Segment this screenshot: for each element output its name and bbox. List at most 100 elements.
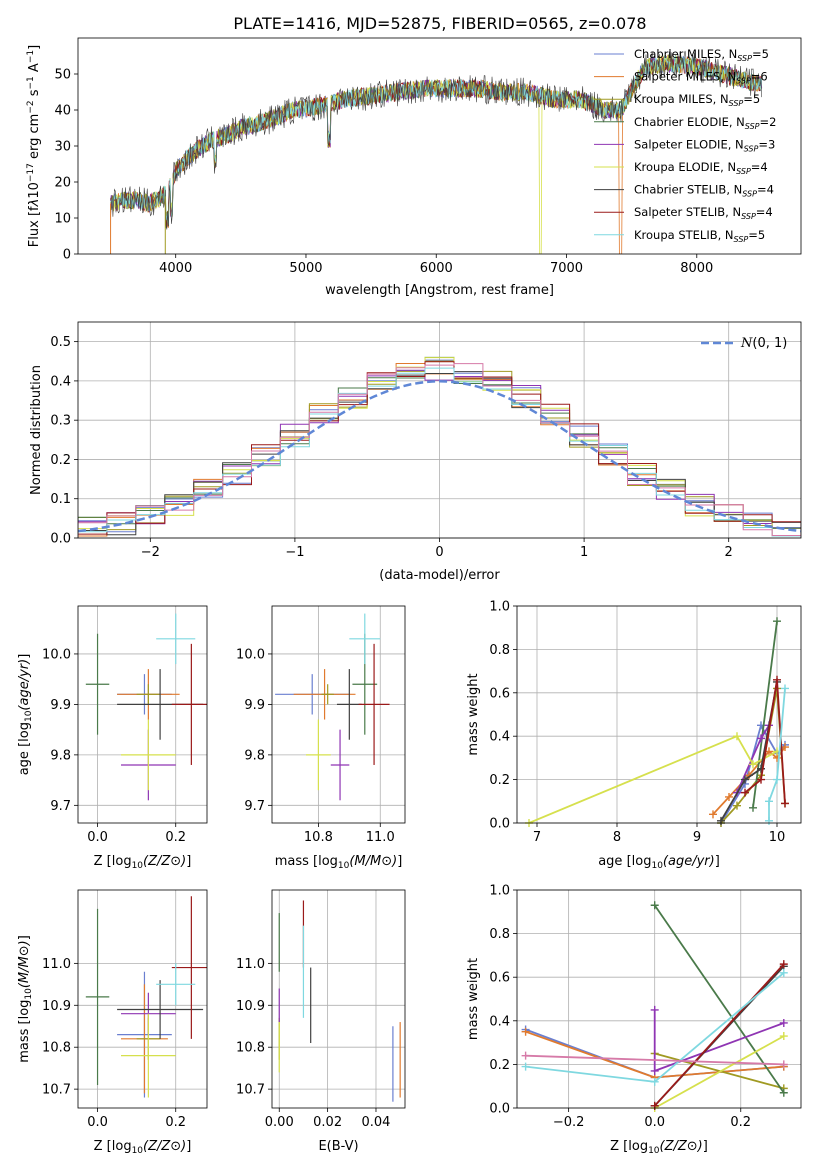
y-tick-label: 10.9 [42, 999, 71, 1014]
y-tick-label: 0.5 [50, 335, 71, 350]
label-part: (Z/Z⊙) [660, 1139, 703, 1154]
y-tick-label: 10.9 [236, 999, 265, 1014]
legend-text: =5 [752, 47, 769, 61]
weight-marker-series-1 [781, 743, 789, 752]
legend-text: =4 [751, 160, 768, 174]
legend-sub: SSP [741, 212, 756, 221]
x-tick-label: 0 [435, 545, 443, 560]
y-tick-label: 50 [54, 68, 71, 83]
label-sub: 10 [132, 861, 144, 871]
legend-entry-series-2: Kroupa MILES, NSSP=5 [634, 92, 760, 108]
x-tick-label: 9 [693, 830, 701, 845]
weight-marker-series-3 [650, 901, 659, 910]
axis-label: E(B-V) [318, 1139, 358, 1154]
label-sub: 10 [648, 1146, 660, 1156]
axis-label: Z [log10(Z/Z⊙)] [94, 1139, 192, 1156]
legend-text: =5 [743, 92, 760, 106]
x-tick-label: −2 [141, 545, 160, 560]
label-part: Flux [f [27, 206, 42, 247]
x-tick-label: 0.2 [730, 1115, 751, 1130]
label-part: ] [17, 654, 32, 659]
legend-text: Kroupa ELODIE, N [634, 160, 736, 174]
x-tick-label: 0.2 [165, 1115, 186, 1130]
y-tick-label: 20 [54, 176, 71, 191]
axis-label: mass [log10(M/M⊙)] [17, 935, 34, 1063]
x-tick-label: 1 [580, 545, 588, 560]
weight-marker-series-9 [521, 1051, 530, 1060]
x-tick-label: −1 [285, 545, 304, 560]
y-tick-label: 0.6 [489, 971, 510, 986]
legend-entry-series-3: Chabrier ELODIE, NSSP=2 [634, 115, 776, 131]
x-tick-label: 4000 [159, 261, 192, 276]
weight-marker-series-7 [741, 788, 749, 797]
legend-text: N [740, 336, 753, 351]
y-tick-label: 0.0 [489, 1102, 510, 1117]
y-tick-label: 0.2 [50, 453, 71, 468]
y-axis-label: Normed distribution [29, 365, 44, 495]
spectrum-line-series-5 [110, 54, 762, 254]
weight-line-series-9 [525, 1054, 784, 1066]
label-part: mass [log [275, 854, 338, 869]
x-tick-label: 10.8 [304, 830, 333, 845]
x-tick-label: 0.0 [87, 830, 108, 845]
label-part: −2 [26, 100, 36, 113]
weight-marker-series-8 [773, 775, 781, 784]
weight-marker-series-6 [757, 764, 765, 773]
label-part: −1 [26, 76, 36, 89]
weight-marker-series-3 [779, 1088, 788, 1097]
label-sub: 10 [132, 1146, 144, 1156]
x-tick-label: 7 [533, 830, 541, 845]
mass-vs-Z-axes: 0.0 0.210.710.810.911.0Z [log10(Z/Z⊙)]mas… [17, 889, 208, 1156]
legend-text: =5 [748, 228, 765, 242]
axes-frame [77, 37, 802, 255]
axes-frame [516, 889, 802, 1109]
y-tick-label: 0.4 [50, 374, 71, 389]
figure-title: PLATE=1416, MJD=52875, FIBERID=0565, z=0… [233, 14, 646, 33]
histogram-series-9 [78, 363, 801, 538]
axis-label: Z [log10(Z/Z⊙)] [610, 1139, 708, 1156]
weight-marker-series-5 [733, 732, 741, 741]
weight-marker-series-3 [749, 803, 757, 812]
legend-sub: SSP [744, 144, 759, 153]
y-tick-label: 10.7 [42, 1083, 71, 1098]
y-tick-label: 10.8 [42, 1041, 71, 1056]
weight-marker-series-6 [741, 775, 749, 784]
label-part: (M/M⊙) [349, 854, 397, 869]
axis-label: mass [log10(M/M⊙)] [275, 854, 403, 871]
weight-marker-series-7 [781, 799, 789, 808]
weight-marker-series-9 [779, 1060, 788, 1069]
label-part: (age/yr) [663, 854, 715, 869]
label-part: Z [log [610, 1139, 648, 1154]
legend-entry-normal: N(0, 1) [740, 336, 787, 351]
weight-marker-series-3 [773, 617, 781, 626]
label-part: ] [186, 854, 191, 869]
legend-entry-series-8: Kroupa STELIB, NSSP=5 [634, 228, 765, 244]
axes-frame [516, 605, 802, 824]
x-tick-label: 0.02 [313, 1115, 342, 1130]
weight-vs-Z-axes: −0.2 0.0 0.2 0.0 0.2 0.4 0.6 0.8 1.0 Z [log10(Z/Z… [466, 884, 802, 1156]
y-tick-label: 0.2 [489, 1058, 510, 1073]
legend-entry-series-5: Kroupa ELODIE, NSSP=4 [634, 160, 768, 176]
y-tick-label: 10 [54, 212, 71, 227]
label-sub: 10 [24, 988, 34, 1000]
legend-text: =4 [757, 183, 774, 197]
legend-sub: SSP [736, 77, 751, 86]
weight-marker-series-4 [757, 734, 765, 743]
label-sub: 10 [338, 861, 350, 871]
weight-line-series-3 [752, 621, 778, 808]
label-part: A [27, 63, 42, 76]
axes-frame [77, 321, 802, 539]
legend-sub: SSP [742, 190, 757, 199]
weight-marker-series-5 [749, 760, 757, 769]
x-tick-label: 0.2 [165, 830, 186, 845]
y-tick-label: 9.9 [244, 698, 265, 713]
legend-text: Chabrier MILES, N [634, 47, 737, 61]
y-tick-label: 9.8 [50, 748, 71, 763]
weight-marker-series-8 [765, 797, 773, 806]
weight-marker-series-4 [650, 1005, 659, 1014]
legend-text: =4 [756, 205, 773, 219]
mass-vs-ebv-axes: 0.00 0.02 0.04 10.7 10.8 10.9 11.0 E(B-V) [236, 889, 406, 1154]
x-tick-label: 0.0 [644, 1115, 665, 1130]
label-part: −1 [26, 50, 36, 63]
